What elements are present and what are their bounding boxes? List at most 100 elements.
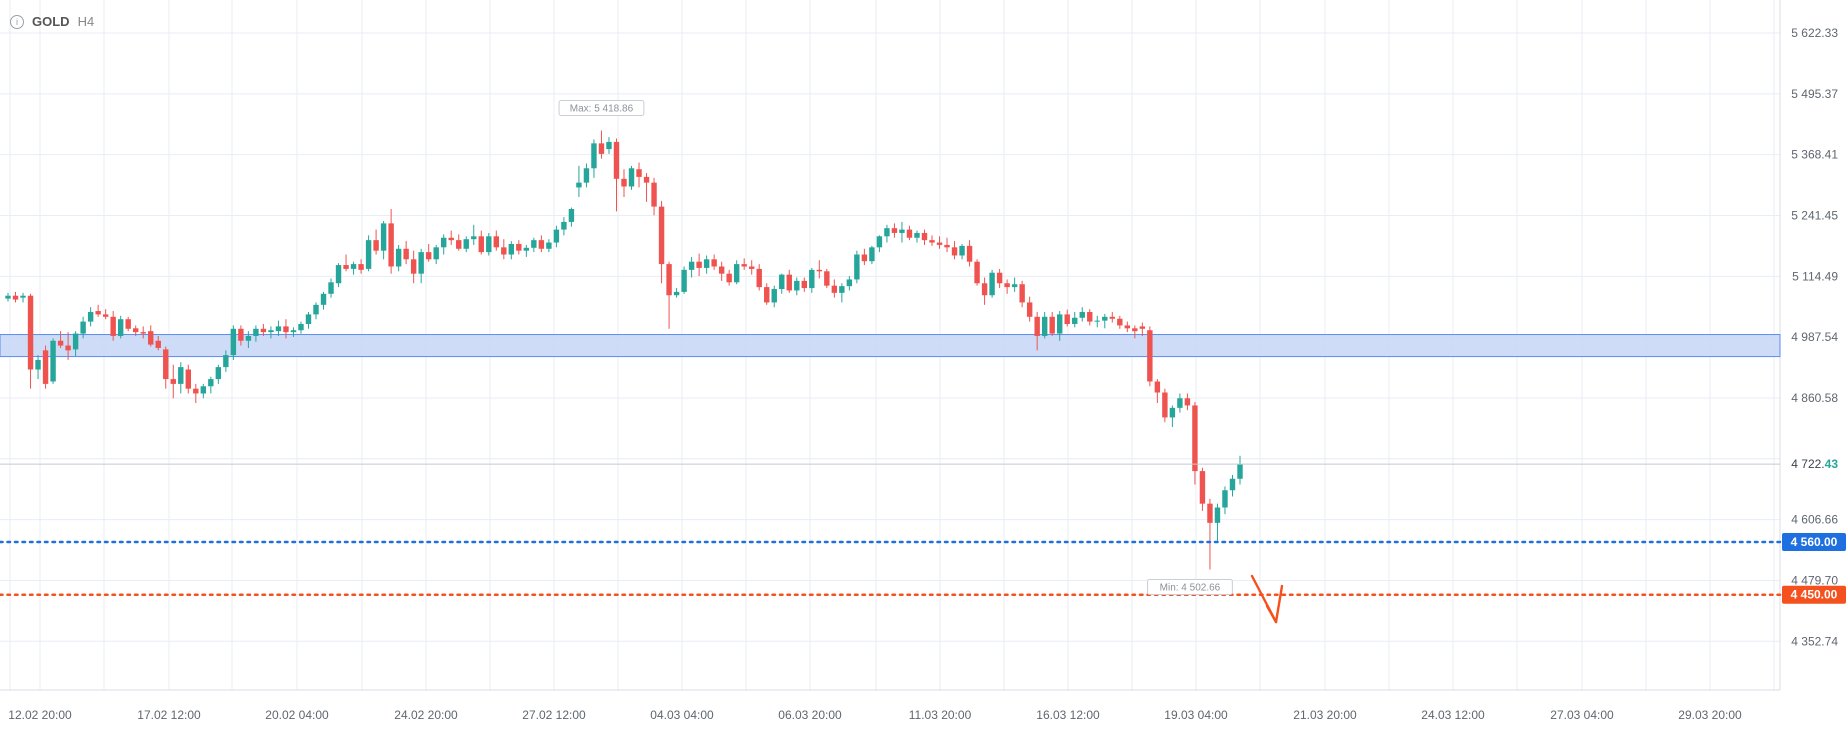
candle [373,229,379,255]
candle [681,266,687,294]
candle [576,165,582,198]
timeframe-label[interactable]: H4 [77,14,95,29]
candle [959,243,965,260]
candle-body [1154,381,1161,393]
candle [741,258,747,270]
candle-body [208,379,214,387]
y-tick-label: 5 241.45 [1791,208,1838,222]
candle-body [373,240,379,251]
candle-body [358,264,364,270]
candle-body [80,321,86,334]
blue-level-badge: 4 560.00 [1782,532,1846,551]
candle [320,291,327,310]
candle-body [764,287,770,303]
candle-body [133,328,139,333]
candle-body [193,388,199,394]
x-tick-label: 21.03 20:00 [1293,708,1357,722]
candle-body [628,168,635,187]
candle [268,326,274,339]
candle [1064,309,1070,327]
candle [238,325,244,346]
candle-body [1034,316,1040,336]
candle-body [20,295,26,298]
candle-body [313,304,319,315]
candle [989,269,995,298]
candle-body [486,236,492,253]
candle-body [809,269,815,289]
candle [50,338,56,384]
candle [703,255,710,274]
candle-body [583,168,590,183]
candle [846,276,853,291]
candle [478,230,484,255]
candle [365,235,372,272]
candle [125,316,131,332]
candle [395,244,402,272]
candle-body [1072,317,1078,324]
candle [1154,379,1161,404]
candle [5,292,11,302]
x-tick-label: 19.03 04:00 [1164,708,1228,722]
candle [283,319,289,339]
candle [313,302,319,320]
candle-body [117,319,124,336]
candle-body [794,280,800,291]
candle [148,325,154,347]
candle-body [598,143,605,154]
candle [1139,322,1146,336]
candle [1004,279,1010,294]
extreme-markers-layer: Max: 5 418.86 Min: 4 502.66 [558,99,1233,595]
candle [598,130,605,159]
candle-body [861,254,868,262]
candle-body [441,237,447,248]
candle-body [320,293,327,305]
candle [298,321,304,334]
candle [591,139,597,178]
x-tick-label: 29.03 20:00 [1678,708,1742,722]
candle-body [1169,407,1176,418]
candle-body [696,261,702,268]
candle [110,311,116,341]
current-price-label: 4 722.43 [1791,457,1838,471]
candle [966,240,973,267]
candle-body [974,261,980,284]
x-tick-label: 06.03 20:00 [778,708,842,722]
candle-body [1124,325,1131,329]
candle-body [884,228,890,237]
candle [1184,393,1191,411]
candle-body [1162,392,1168,418]
candle [223,350,229,372]
candle-body [253,328,259,336]
candle-body [718,266,725,274]
candle [35,355,41,380]
candle [779,273,785,294]
candle-body [914,232,920,238]
candle-body [1132,328,1138,332]
candle [305,312,312,329]
candle-body [839,286,845,293]
candle [343,254,349,272]
candle-body [1237,464,1243,479]
candle [869,245,875,265]
info-icon[interactable]: i [10,14,24,29]
candle [403,241,409,265]
candle-body [395,248,402,267]
x-tick-label: 12.02 20:00 [8,708,72,722]
candle-body [42,350,49,384]
candle-body [741,264,747,267]
candle-body [1177,398,1183,408]
candle-body [824,271,830,286]
candle-body [643,176,650,183]
candle-body [516,243,522,251]
candle-body [418,252,424,274]
candle [516,240,522,255]
candle-body [816,269,823,272]
candle [193,383,199,404]
candle-body [726,273,732,283]
min-marker-text: Min: 4 502.66 [1160,582,1221,593]
candle [410,250,417,284]
candle-body [538,240,545,249]
max-marker: Max: 5 418.86 [558,99,645,116]
candle-body [170,379,176,384]
